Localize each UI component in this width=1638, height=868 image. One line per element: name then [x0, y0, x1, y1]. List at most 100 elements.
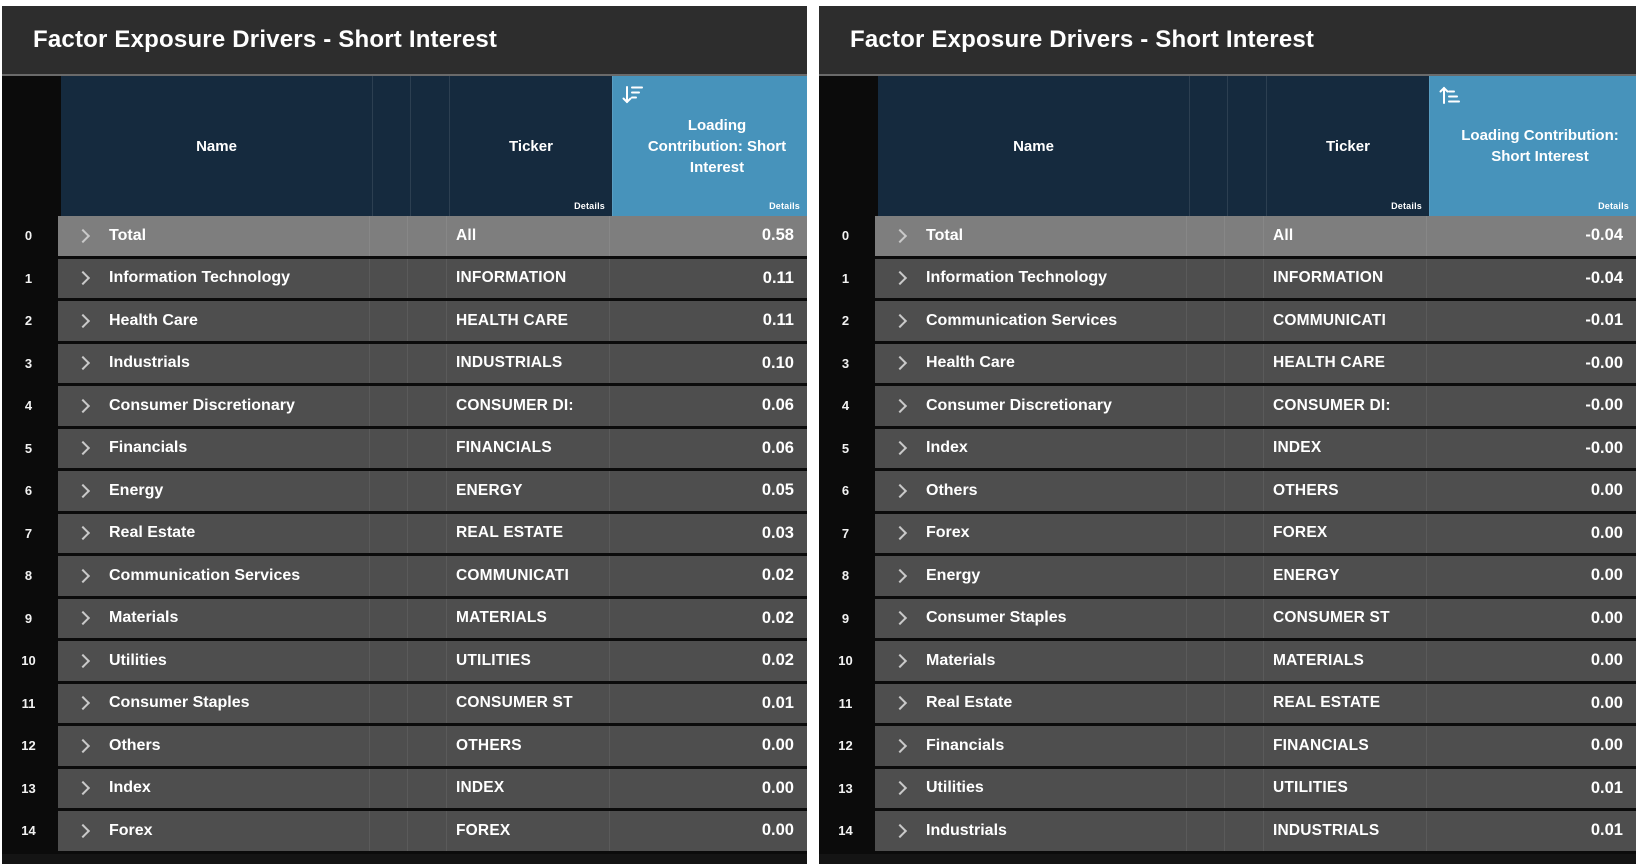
table-row[interactable]: 14 Forex FOREX 0.00 [2, 811, 807, 851]
chevron-right-icon[interactable] [75, 696, 91, 711]
column-header-name[interactable]: Name [878, 76, 1189, 216]
chevron-right-icon[interactable] [892, 823, 908, 838]
table-row[interactable]: 8 Communication Services COMMUNICATI 0.0… [2, 556, 807, 596]
row-spacer-cell [1224, 428, 1263, 468]
table-row[interactable]: 14 Industrials INDUSTRIALS 0.01 [819, 811, 1636, 851]
table-row[interactable]: 6 Energy ENERGY 0.05 [2, 471, 807, 511]
chevron-right-icon[interactable] [75, 271, 91, 286]
chevron-right-icon[interactable] [75, 823, 91, 838]
chevron-right-icon[interactable] [75, 611, 91, 626]
row-index: 2 [819, 301, 875, 341]
chevron-right-icon[interactable] [75, 526, 91, 541]
row-name-cell: Index [875, 428, 1186, 468]
row-value: 0.01 [1426, 768, 1636, 808]
chevron-right-icon[interactable] [892, 696, 908, 711]
chevron-right-icon[interactable] [892, 738, 908, 753]
table-row[interactable]: 12 Financials FINANCIALS 0.00 [819, 726, 1636, 766]
row-ticker: CONSUMER DI: [446, 386, 609, 426]
row-ticker: All [1263, 216, 1426, 256]
table-row[interactable]: 3 Industrials INDUSTRIALS 0.10 [2, 343, 807, 383]
details-link[interactable]: Details [1391, 201, 1422, 211]
row-spacer-cell [1186, 683, 1224, 723]
chevron-right-icon[interactable] [75, 441, 91, 456]
chevron-right-icon[interactable] [75, 228, 91, 243]
table-row[interactable]: 13 Utilities UTILITIES 0.01 [819, 768, 1636, 808]
column-header-ticker[interactable]: Ticker Details [1266, 76, 1429, 216]
row-name-cell: Utilities [58, 641, 369, 681]
row-value: 0.00 [1426, 513, 1636, 553]
table-row[interactable]: 4 Consumer Discretionary CONSUMER DI: 0.… [2, 386, 807, 426]
table-row[interactable]: 0 Total All 0.58 [2, 216, 807, 256]
chevron-right-icon[interactable] [75, 356, 91, 371]
row-index: 6 [2, 471, 58, 511]
chevron-right-icon[interactable] [892, 568, 908, 583]
table-row[interactable]: 12 Others OTHERS 0.00 [2, 726, 807, 766]
table-row[interactable]: 2 Health Care HEALTH CARE 0.11 [2, 301, 807, 341]
chevron-right-icon[interactable] [892, 526, 908, 541]
table-row[interactable]: 11 Consumer Staples CONSUMER ST 0.01 [2, 683, 807, 723]
chevron-right-icon[interactable] [892, 441, 908, 456]
chevron-right-icon[interactable] [75, 781, 91, 796]
chevron-right-icon[interactable] [892, 483, 908, 498]
table-row[interactable]: 13 Index INDEX 0.00 [2, 768, 807, 808]
row-value: 0.10 [609, 343, 807, 383]
chevron-right-icon[interactable] [892, 356, 908, 371]
row-index: 2 [2, 301, 58, 341]
table-row[interactable]: 1 Information Technology INFORMATION 0.1… [2, 258, 807, 298]
chevron-right-icon[interactable] [75, 568, 91, 583]
table-row[interactable]: 8 Energy ENERGY 0.00 [819, 556, 1636, 596]
row-spacer-cell [407, 641, 446, 681]
chevron-right-icon[interactable] [892, 228, 908, 243]
sort-descending-icon[interactable] [621, 83, 645, 107]
table-row[interactable]: 1 Information Technology INFORMATION -0.… [819, 258, 1636, 298]
details-link[interactable]: Details [574, 201, 605, 211]
column-header-ticker[interactable]: Ticker Details [449, 76, 612, 216]
chevron-right-icon[interactable] [75, 738, 91, 753]
row-name: Total [109, 226, 147, 244]
row-value: 0.58 [609, 216, 807, 256]
chevron-right-icon[interactable] [892, 611, 908, 626]
table-row[interactable]: 7 Real Estate REAL ESTATE 0.03 [2, 513, 807, 553]
table-row[interactable]: 4 Consumer Discretionary CONSUMER DI: -0… [819, 386, 1636, 426]
row-name-cell: Total [58, 216, 369, 256]
row-spacer-cell [1224, 386, 1263, 426]
chevron-right-icon[interactable] [892, 398, 908, 413]
row-spacer-cell [1186, 386, 1224, 426]
column-header-spacer [1227, 76, 1266, 216]
table-row[interactable]: 10 Materials MATERIALS 0.00 [819, 641, 1636, 681]
table-row[interactable]: 9 Materials MATERIALS 0.02 [2, 598, 807, 638]
table-row[interactable]: 6 Others OTHERS 0.00 [819, 471, 1636, 511]
table-row[interactable]: 9 Consumer Staples CONSUMER ST 0.00 [819, 598, 1636, 638]
chevron-right-icon[interactable] [75, 653, 91, 668]
column-header-loading-contribution[interactable]: Loading Contribution: Short Interest Det… [1429, 76, 1636, 216]
table-row[interactable]: 0 Total All -0.04 [819, 216, 1636, 256]
row-spacer-cell [407, 386, 446, 426]
chevron-right-icon[interactable] [75, 483, 91, 498]
row-spacer-cell [1186, 598, 1224, 638]
row-spacer-cell [1224, 258, 1263, 298]
chevron-right-icon[interactable] [892, 313, 908, 328]
column-header-name[interactable]: Name [61, 76, 372, 216]
chevron-right-icon[interactable] [892, 271, 908, 286]
table-row[interactable]: 10 Utilities UTILITIES 0.02 [2, 641, 807, 681]
row-value: -0.04 [1426, 258, 1636, 298]
chevron-right-icon[interactable] [892, 781, 908, 796]
table-row[interactable]: 5 Index INDEX -0.00 [819, 428, 1636, 468]
row-name: Consumer Discretionary [926, 396, 1112, 414]
column-header-loading-contribution[interactable]: Loading Contribution: Short Interest Det… [612, 76, 807, 216]
table-row[interactable]: 7 Forex FOREX 0.00 [819, 513, 1636, 553]
row-index: 11 [819, 683, 875, 723]
row-value: 0.00 [609, 811, 807, 851]
details-link[interactable]: Details [1598, 201, 1629, 211]
row-value: 0.00 [609, 768, 807, 808]
details-link[interactable]: Details [769, 201, 800, 211]
chevron-right-icon[interactable] [892, 653, 908, 668]
row-spacer-cell [369, 301, 407, 341]
table-row[interactable]: 5 Financials FINANCIALS 0.06 [2, 428, 807, 468]
chevron-right-icon[interactable] [75, 313, 91, 328]
sort-ascending-icon[interactable] [1438, 83, 1462, 107]
table-row[interactable]: 3 Health Care HEALTH CARE -0.00 [819, 343, 1636, 383]
chevron-right-icon[interactable] [75, 398, 91, 413]
table-row[interactable]: 11 Real Estate REAL ESTATE 0.00 [819, 683, 1636, 723]
table-row[interactable]: 2 Communication Services COMMUNICATI -0.… [819, 301, 1636, 341]
